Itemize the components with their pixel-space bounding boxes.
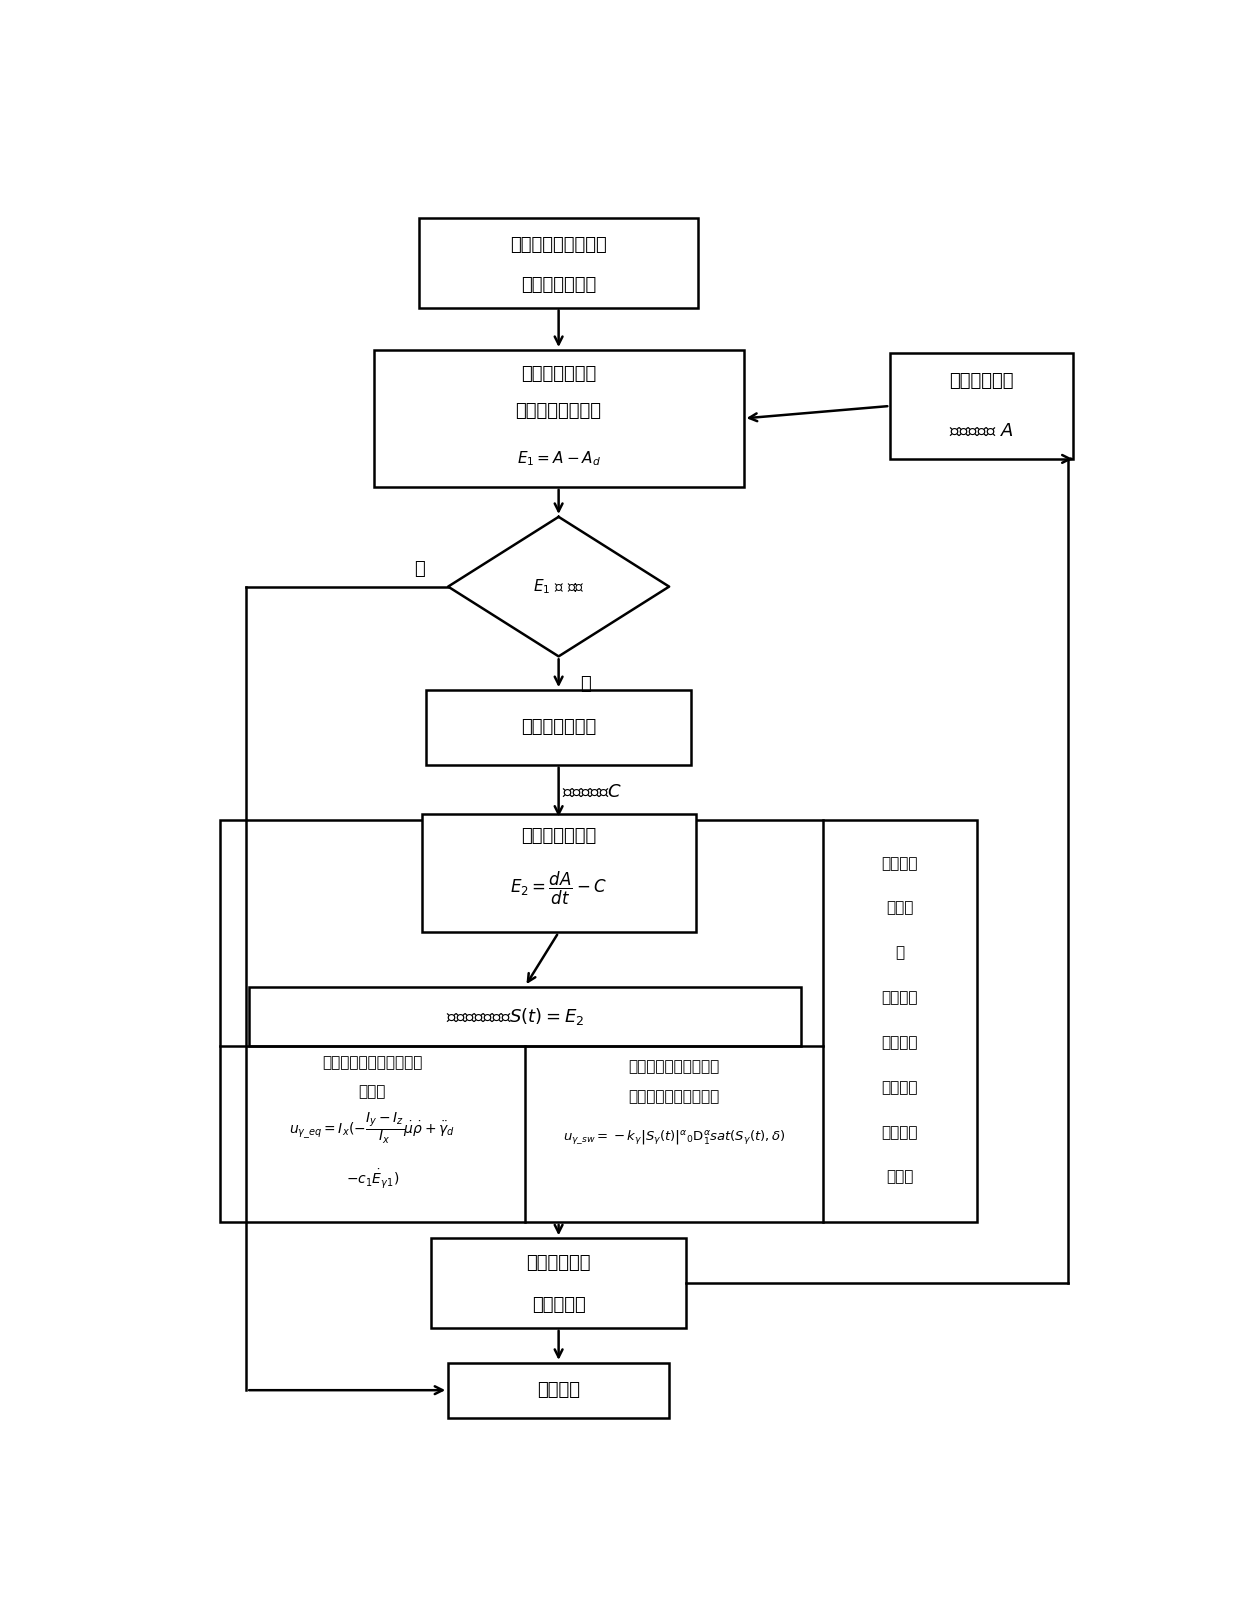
Text: 阶饱和函: 阶饱和函 bbox=[882, 1036, 918, 1050]
Text: 律（以滚转角为例）：: 律（以滚转角为例）： bbox=[629, 1089, 719, 1103]
Text: 否: 否 bbox=[580, 675, 591, 693]
Text: $- c_1\dot{E}_{\gamma 1})$: $- c_1\dot{E}_{\gamma 1})$ bbox=[346, 1167, 399, 1189]
Text: 动力学模型: 动力学模型 bbox=[532, 1296, 585, 1314]
Text: 基于分数阶的切换控制: 基于分数阶的切换控制 bbox=[629, 1058, 719, 1074]
Text: $u_{\gamma\_eq} = I_x(-\dfrac{I_y - I_z}{I_x}\dot{\mu}\dot{\rho} + \ddot{\gamma}: $u_{\gamma\_eq} = I_x(-\dfrac{I_y - I_z}… bbox=[289, 1112, 455, 1146]
Text: 第二步反: 第二步反 bbox=[882, 856, 918, 870]
Text: 四旋翼无人机: 四旋翼无人机 bbox=[949, 372, 1014, 390]
Text: 实时姿态角 $A$: 实时姿态角 $A$ bbox=[950, 422, 1013, 440]
Text: 基于分数: 基于分数 bbox=[882, 990, 918, 1005]
Polygon shape bbox=[448, 516, 670, 657]
Text: 步控制: 步控制 bbox=[887, 901, 914, 916]
Text: 选取滑模面为：$S(t) = E_2$: 选取滑模面为：$S(t) = E_2$ bbox=[446, 1006, 584, 1027]
Text: 系统稳定: 系统稳定 bbox=[537, 1382, 580, 1400]
Bar bbox=[448, 1362, 670, 1417]
Text: 近律的滑: 近律的滑 bbox=[882, 1125, 918, 1139]
Bar bbox=[249, 987, 801, 1047]
Text: 四旋翼无人机未态期: 四旋翼无人机未态期 bbox=[510, 236, 608, 254]
Text: $E_1$ ＜ 阈值: $E_1$ ＜ 阈值 bbox=[533, 578, 584, 595]
Bar bbox=[890, 353, 1073, 460]
Bar bbox=[422, 814, 696, 932]
Text: 模控制: 模控制 bbox=[887, 1170, 914, 1184]
Text: 第一步反步控制: 第一步反步控制 bbox=[521, 718, 596, 736]
Text: 等效控制律（以滚转角为: 等效控制律（以滚转角为 bbox=[322, 1055, 423, 1069]
Text: 四旋翼无人机: 四旋翼无人机 bbox=[526, 1254, 591, 1272]
Text: 数幂次趋: 数幂次趋 bbox=[882, 1079, 918, 1095]
Text: 第一次误差分析: 第一次误差分析 bbox=[521, 364, 596, 382]
Bar bbox=[432, 1238, 686, 1328]
Text: 即: 即 bbox=[895, 945, 904, 961]
Text: 是: 是 bbox=[414, 560, 424, 578]
Text: 虚拟控制量$C$: 虚拟控制量$C$ bbox=[562, 783, 622, 801]
Text: $u_{\gamma\_sw} = -k_\gamma \left|S_\gamma(t)\right|^\alpha {}_0\mathrm{D}_1^\al: $u_{\gamma\_sw} = -k_\gamma \left|S_\gam… bbox=[563, 1128, 785, 1147]
Bar bbox=[373, 349, 744, 487]
Bar bbox=[427, 689, 691, 765]
Text: 第二次误差分析: 第二次误差分析 bbox=[521, 827, 596, 845]
Text: 例）：: 例）： bbox=[358, 1084, 386, 1099]
Text: $E_2 = \dfrac{dA}{dt} - C$: $E_2 = \dfrac{dA}{dt} - C$ bbox=[510, 869, 608, 906]
Text: 望高度与姿态角: 望高度与姿态角 bbox=[521, 277, 596, 294]
Bar bbox=[419, 218, 698, 307]
Bar bbox=[221, 820, 977, 1222]
Text: （以姿态角为例）: （以姿态角为例） bbox=[516, 401, 601, 421]
Text: $E_1 = A - A_d$: $E_1 = A - A_d$ bbox=[517, 448, 600, 468]
